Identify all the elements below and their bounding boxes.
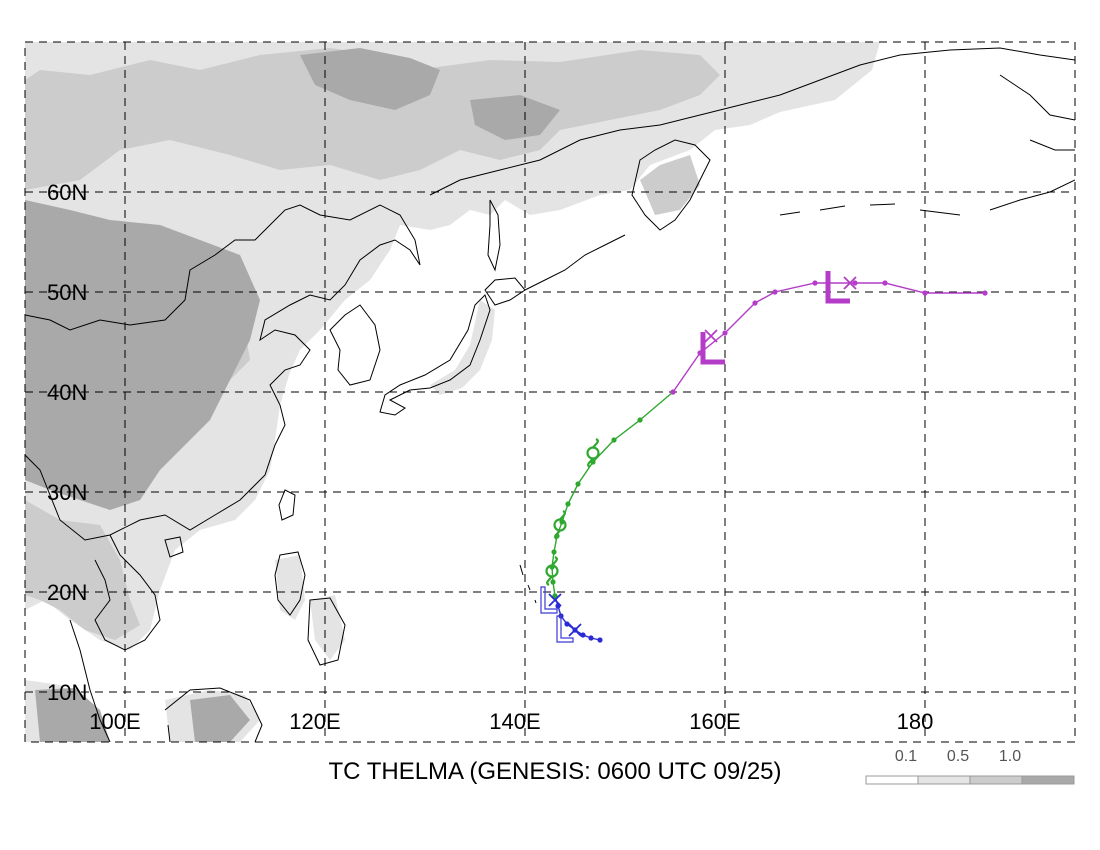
coast-borneo xyxy=(164,687,263,742)
coast-philippines xyxy=(274,551,346,666)
coast-marianas xyxy=(519,564,537,604)
terrain-shading xyxy=(25,42,880,742)
terrain-light-japan xyxy=(430,300,495,395)
track-point xyxy=(588,635,594,641)
track-point xyxy=(922,290,928,296)
lon-label: 160E xyxy=(689,709,740,734)
position-cross-icon xyxy=(843,276,857,290)
track-point xyxy=(982,290,988,296)
position-cross-icon xyxy=(704,329,718,343)
low-pressure-icon xyxy=(700,332,725,365)
coast-malay xyxy=(69,619,111,742)
coast-japan xyxy=(379,294,491,416)
track-point xyxy=(611,437,617,443)
legend-swatch-4 xyxy=(1021,775,1075,785)
lon-label: 120E xyxy=(289,709,340,734)
coast-vietnam xyxy=(94,534,161,651)
track-point xyxy=(722,330,728,336)
tropical-storm-icon xyxy=(553,510,567,540)
latitude-labels: 60N 50N 40N 30N 20N 10N xyxy=(47,180,87,705)
lon-label: 140E xyxy=(489,709,540,734)
coast-sakhalin xyxy=(487,199,501,272)
lat-label: 10N xyxy=(47,680,87,705)
lat-label: 50N xyxy=(47,280,87,305)
lat-label: 20N xyxy=(47,580,87,605)
storm-track xyxy=(540,271,988,643)
track-point xyxy=(812,280,818,286)
coast-kamchatka xyxy=(631,139,711,231)
track-point xyxy=(550,579,556,585)
track-point xyxy=(565,501,571,507)
terrain-light-philippines xyxy=(275,555,345,660)
track-point xyxy=(637,417,643,423)
position-cross-icon xyxy=(548,593,562,607)
legend-label-0: 0.1 xyxy=(894,748,918,765)
track-point xyxy=(882,280,888,286)
lat-label: 60N xyxy=(47,180,87,205)
track-point xyxy=(670,389,676,395)
low-pressure-icon xyxy=(540,586,558,614)
track-point xyxy=(580,632,586,638)
terrain-dark-2 xyxy=(300,48,560,140)
track-point xyxy=(852,280,858,286)
track-point xyxy=(564,621,570,627)
coast-taiwan xyxy=(278,489,296,521)
terrain-light xyxy=(25,42,880,650)
coast-alaska xyxy=(999,74,1075,151)
legend-labels: 0.1 0.5 1.0 xyxy=(866,748,1076,770)
tropical-storm-icon xyxy=(586,438,600,468)
coast-korea xyxy=(329,304,381,386)
track-line-tropical xyxy=(551,391,674,597)
low-pressure-icon xyxy=(556,615,574,643)
legend-label-2: 1.0 xyxy=(998,748,1022,765)
track-line-extratropical xyxy=(672,282,985,393)
coast-aleutians xyxy=(779,179,1075,216)
tropical-storm-icon xyxy=(545,556,559,586)
terrain-mid xyxy=(25,48,720,190)
coast-siberia-north xyxy=(429,47,1075,196)
map-grid xyxy=(24,41,1076,743)
track-point xyxy=(575,481,581,487)
coastlines xyxy=(25,47,1075,742)
coast-kurils xyxy=(524,234,626,291)
track-point xyxy=(752,300,758,306)
lon-label: 100E xyxy=(89,709,140,734)
terrain-dark-3 xyxy=(140,240,210,295)
terrain-dark-4 xyxy=(35,688,250,742)
legend-bar xyxy=(865,775,1075,785)
coast-hainan xyxy=(164,536,184,558)
track-point xyxy=(597,637,603,643)
lat-label: 40N xyxy=(47,380,87,405)
legend-label-1: 0.5 xyxy=(946,748,970,765)
lat-label: 30N xyxy=(47,480,87,505)
track-point xyxy=(551,549,557,555)
longitude-labels: 100E 120E 140E 160E 180 xyxy=(89,709,933,734)
track-point xyxy=(772,289,778,295)
track-point xyxy=(552,593,558,599)
map-title: TC THELMA (GENESIS: 0600 UTC 09/25) xyxy=(328,758,782,785)
terrain-mid-4 xyxy=(640,155,700,215)
position-cross-icon xyxy=(568,623,582,637)
lon-label: 180 xyxy=(897,709,934,734)
low-pressure-icon xyxy=(825,271,850,304)
terrain-mid-3 xyxy=(25,500,140,640)
